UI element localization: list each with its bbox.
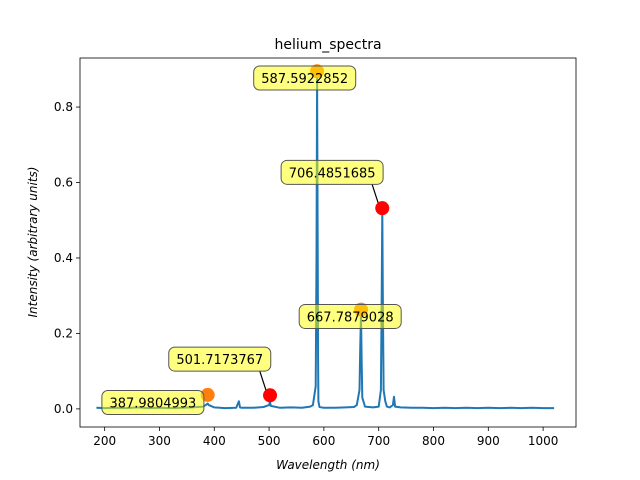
annotation-label: 387.9804993 [109,396,196,411]
y-tick-label: 0.0 [54,402,73,416]
x-tick-label: 200 [93,434,116,448]
annotation-label: 501.7173767 [176,353,263,368]
x-tick-label: 400 [203,434,226,448]
plot-area: 200 300 400 500 600 700 800 900 1000 0.0 0.2 0.4 0.6… [54,57,577,448]
x-tick-label: 700 [367,434,390,448]
annotation-arrow [259,370,267,391]
x-tick-label: 500 [258,434,281,448]
y-tick-label: 0.6 [54,176,73,190]
y-tick-label: 0.2 [54,326,73,340]
x-tick-label: 600 [312,434,335,448]
y-tick-label: 0.8 [54,100,73,114]
peak-marker [263,388,278,403]
x-tick-label: 900 [477,434,500,448]
y-axis-label: Intensity (arbitrary units) [26,167,40,318]
x-tick-label: 800 [422,434,445,448]
x-tick-label: 300 [148,434,171,448]
annotation-label: 706.4851685 [289,166,376,181]
chart-title: helium_spectra [274,37,381,53]
x-axis-label: Wavelength (nm) [276,458,380,472]
annotation-box [298,303,402,329]
axes-frame [79,57,577,428]
annotation-box [280,159,384,185]
annotation-box [168,346,272,372]
x-tick-label: 1000 [528,434,559,448]
spectrum-line [96,77,555,410]
y-tick-label: 0.4 [54,251,73,265]
annotation-label: 667.7879028 [307,310,394,325]
annotation-box [101,389,205,415]
annotation-label: 587.5922852 [261,72,348,87]
annotation-box [253,65,357,91]
annotation-arrow [371,184,379,204]
peak-marker [375,201,390,216]
